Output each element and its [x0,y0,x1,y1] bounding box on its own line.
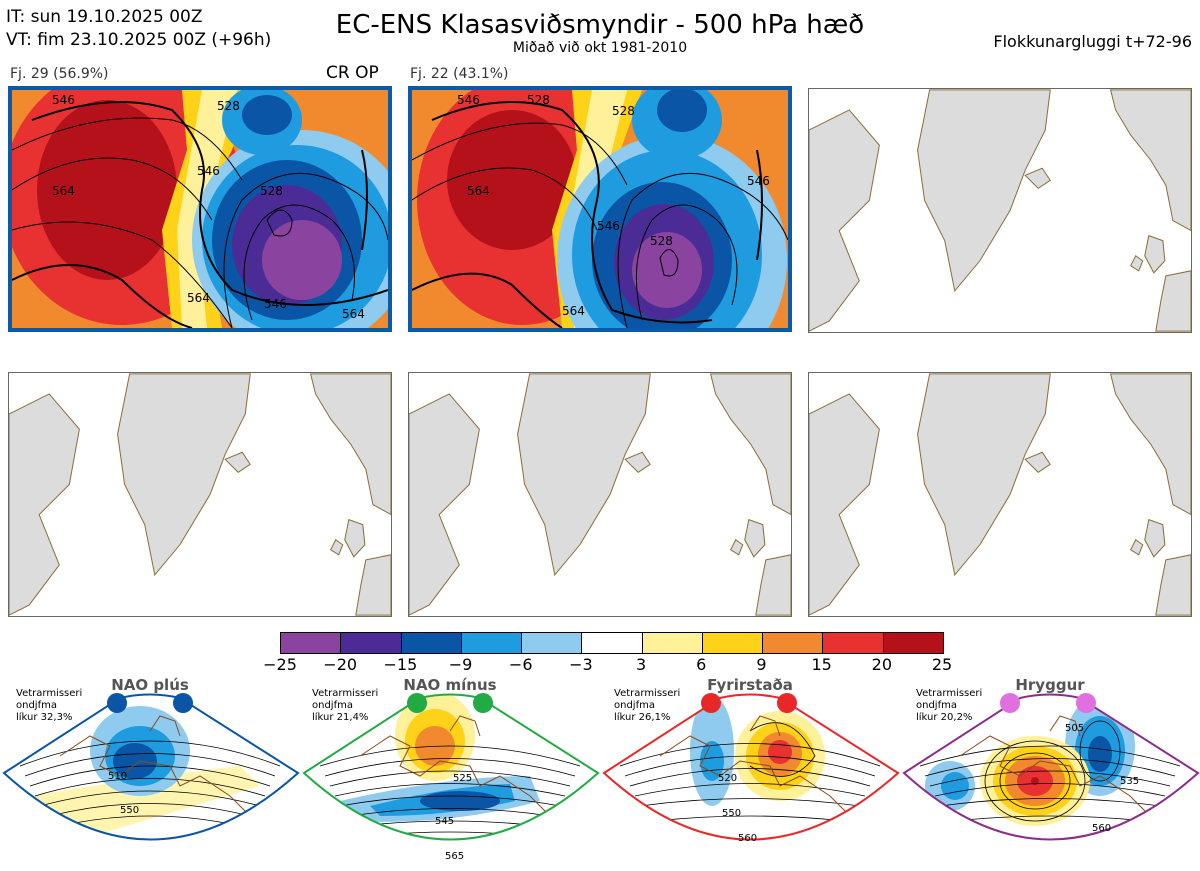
contour-label: 528 [260,184,283,198]
regime-note: Vetrarmisseri ondjfma líkur 32,3% [16,688,83,723]
colorbar-ticks: −25 −20 −15 −9 −6 −3 3 6 9 15 20 25 [263,655,952,675]
cluster-2-map[interactable]: 546 528 528 564 546 546 528 564 [408,86,792,332]
contour-label: 535 [1120,776,1139,787]
contour-label: 528 [217,99,240,113]
colorbar-swatch [522,633,583,653]
colorbar-tick-label: 20 [871,655,892,674]
empty-cluster-map [808,88,1192,333]
contour-label: 528 [527,93,550,107]
contour-label: 546 [197,164,220,178]
colorbar-tick-label: −3 [569,655,593,674]
regime-marker-right [1076,693,1096,713]
regime-blocking: 520 550 560 Vetrarmisseri ondjfma líkur 26… [600,676,900,871]
contour-label: 550 [120,805,139,816]
regime-marker-left [701,693,721,713]
regime-marker-right [173,693,193,713]
contour-label: 528 [612,104,635,118]
contour-label: 564 [342,307,365,321]
contour-label: 546 [52,93,75,107]
empty-cluster-map [8,372,392,617]
colorbar-swatch [763,633,824,653]
colorbar-tick-label: −15 [383,655,418,674]
colorbar-tick-label: 3 [635,655,647,674]
contour-label: 550 [722,808,741,819]
colorbar [280,632,944,654]
regime-note: Vetrarmisseri ondjfma líkur 21,4% [312,688,379,723]
colorbar-swatch [702,633,764,653]
colorbar-tick-label: 6 [696,655,707,674]
regime-title: NAO mínus [403,676,497,694]
colorbar-tick-label: −9 [448,655,473,674]
regime-marker-left [407,693,427,713]
contour-label: 525 [453,773,472,784]
page-title: EC-ENS Klasasviðsmyndir - 500 hPa hæð [335,10,865,40]
regime-marker-left [1000,693,1020,713]
colorbar-swatch [461,633,523,653]
regime-note: Vetrarmisseri ondjfma líkur 20,2% [916,688,983,723]
contour-label: 545 [435,816,454,827]
regime-title: Fyrirstaða [707,676,793,694]
colorbar-tick-label: 9 [756,655,767,674]
empty-cluster-map [408,372,792,617]
regime-marker-right [473,693,493,713]
contour-label: 564 [187,291,210,305]
contour-label: 560 [738,833,757,844]
colorbar-tick-label: −20 [323,655,358,674]
regime-nao-minus: 525 545 565 Vetrarmisseri ondjfma líkur 21… [300,676,600,871]
contour-label: 546 [457,93,480,107]
contour-label: 510 [108,771,127,782]
contour-label: 505 [1065,723,1084,734]
colorbar-tick-label: −25 [263,655,297,674]
contour-label: 560 [1092,823,1111,834]
regime-title: NAO plús [111,676,189,694]
colorbar-tick-label: −6 [508,655,533,674]
regime-nao-plus: 510 550 Vetrarmisseri ondjfma líkur 32,3% … [0,676,300,871]
empty-cluster-map [808,372,1192,617]
colorbar-swatch [341,633,402,653]
regime-marker-left [107,693,127,713]
contour-label: 520 [718,773,737,784]
regime-marker-right [777,693,797,713]
colorbar-swatch [401,633,462,653]
regime-ridge: 505 535 560 Vetrarmisseri ondjfma líkur 20… [900,676,1200,871]
header-info: IT: sun 19.10.2025 00Z VT: fim 23.10.202… [6,6,271,52]
cluster-2-label: Fj. 22 (43.1%) [410,66,509,82]
cluster-1-map[interactable]: 546 528 564 546 564 564 546 528 [8,86,392,332]
colorbar-swatch [642,633,703,653]
regime-title: Hryggur [1015,676,1085,694]
cluster-1-badge: CR OP [326,63,379,83]
contour-label: 546 [747,174,770,188]
colorbar-swatch [883,633,943,653]
cluster-1-label: Fj. 29 (56.9%) [10,66,109,82]
contour-label: 564 [52,184,75,198]
cluster-window: Flokkunargluggi t+72-96 [993,32,1192,51]
colorbar-swatch [281,633,342,653]
colorbar-tick-label: 15 [811,655,832,674]
regime-note: Vetrarmisseri ondjfma líkur 26,1% [614,688,681,723]
contour-label: 528 [650,234,673,248]
colorbar-swatch [582,633,643,653]
contour-label: 564 [562,304,585,318]
page-subtitle: Miðað við okt 1981-2010 [512,40,688,56]
colorbar-tick-label: 25 [931,655,953,674]
colorbar-swatch [823,633,884,653]
valid-time: VT: fim 23.10.2025 00Z (+96h) [6,30,272,50]
contour-label: 565 [445,851,464,862]
contour-label: 546 [264,297,287,311]
contour-label: 564 [467,184,490,198]
contour-label: 546 [597,219,620,233]
init-time: IT: sun 19.10.2025 00Z [6,7,203,27]
regime-row: 510 550 Vetrarmisseri ondjfma líkur 32,3% … [0,676,1200,871]
